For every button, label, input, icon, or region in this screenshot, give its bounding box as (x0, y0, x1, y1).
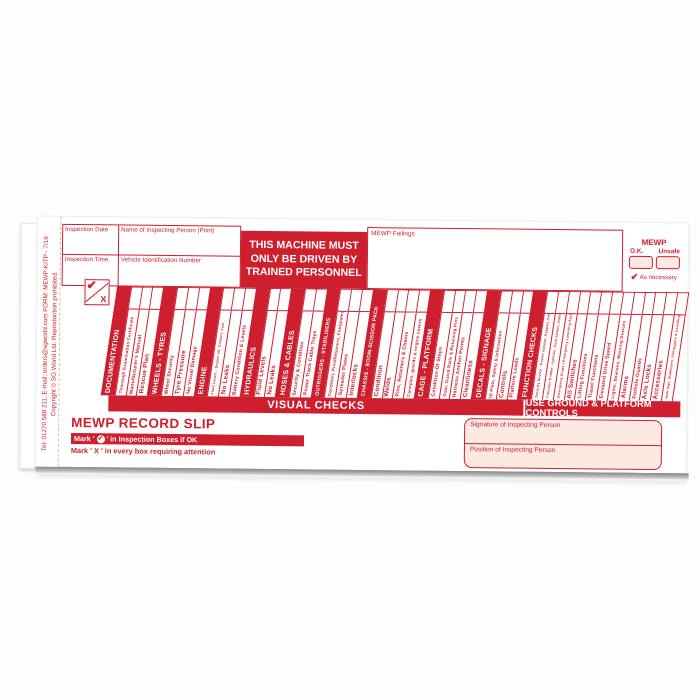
check-circle-icon: ✔ (96, 434, 105, 443)
inspector-name-field[interactable]: Name of Inspecting Person (Print) (118, 225, 241, 257)
mark-x-instruction: Mark ' X ' in every box requiring attent… (70, 445, 216, 457)
imprint-text: Tel: 01270 588 211, E-mail: orders@sgwor… (40, 228, 61, 460)
mark-ok-instruction: Mark ' ✔ ' in Inspection Boxes if OK (70, 432, 305, 447)
mewp-status-panel: MEWP O.K. Unsafe ✔ As necessary (625, 232, 684, 293)
vehicle-id-field[interactable]: Vehicle Identification Number (120, 256, 202, 265)
check-icon: ✔ (86, 278, 97, 293)
section-banners: VISUAL CHECKS USE GROUND & PLATFORM CONT… (108, 395, 681, 418)
as-necessary-text: As necessary (639, 273, 677, 282)
inspection-date-field[interactable]: Inspection Date (62, 224, 120, 256)
checklist-columns: DOCUMENTATION Thorough Examination Certif… (100, 286, 690, 402)
unsafe-label: Unsafe (658, 248, 681, 256)
mark-ok-suffix: ' in Inspection Boxes if OK (106, 434, 198, 445)
position-field[interactable]: Position of Inspecting Person (469, 445, 556, 454)
copyright-line: Copyright © SG World Ltd. Reproduction p… (50, 271, 60, 417)
binding-stub: Tel: 01270 588 211, E-mail: orders@sgwor… (35, 216, 62, 467)
ok-label: O.K. (629, 247, 644, 255)
signature-field[interactable]: Signature of Inspecting Person (464, 419, 662, 446)
trained-personnel-notice: THIS MACHINE MUST ONLY BE DRIVEN BY TRAI… (240, 230, 368, 290)
unsafe-checkbox[interactable] (655, 256, 680, 270)
mark-ok-prefix: Mark ' (73, 433, 95, 444)
cross-icon: X (100, 294, 107, 305)
as-necessary-note: ✔ As necessary (625, 272, 683, 284)
mewp-failings-field[interactable]: MEWP Failings (366, 227, 624, 292)
inspection-checkbox[interactable] (674, 293, 689, 316)
ok-checkbox[interactable] (628, 255, 653, 270)
controls-banner: USE GROUND & PLATFORM CONTROLS (526, 398, 681, 418)
mewp-record-slip: Tel: 01270 588 211, E-mail: orders@sgwor… (34, 215, 690, 485)
check-icon: ✔ (630, 271, 639, 282)
checklist-band: DOCUMENTATION Thorough Examination Certif… (100, 286, 690, 418)
tick-cross-key: ✔ X (84, 278, 110, 306)
signature-panel: Signature of Inspecting Person Position … (463, 418, 663, 471)
visual-checks-banner: VISUAL CHECKS (108, 395, 524, 416)
slip-title: MEWP RECORD SLIP (71, 414, 216, 432)
